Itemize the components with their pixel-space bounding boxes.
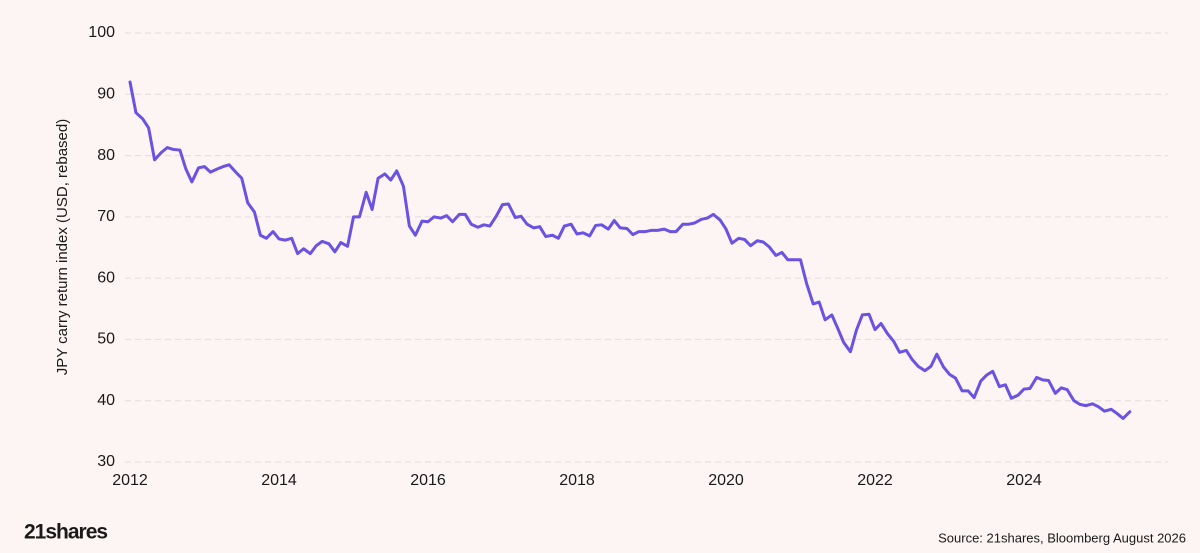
y-axis-label: JPY carry return index (USD, rebased) bbox=[54, 119, 71, 376]
x-tick-label: 2024 bbox=[1006, 472, 1042, 489]
x-tick-label: 2022 bbox=[857, 472, 893, 489]
y-tick-label: 50 bbox=[97, 331, 115, 348]
y-tick-label: 30 bbox=[97, 453, 115, 470]
brand-logo: 21shares bbox=[24, 521, 107, 544]
x-tick-label: 2020 bbox=[708, 472, 744, 489]
x-tick-label: 2016 bbox=[410, 472, 446, 489]
x-tick-label: 2014 bbox=[261, 472, 297, 489]
x-tick-label: 2012 bbox=[112, 472, 148, 489]
y-tick-label: 70 bbox=[97, 208, 115, 225]
y-tick-label: 100 bbox=[88, 24, 115, 41]
y-tick-label: 90 bbox=[97, 86, 115, 103]
y-tick-label: 60 bbox=[97, 269, 115, 286]
x-tick-label: 2018 bbox=[559, 472, 595, 489]
y-tick-label: 80 bbox=[97, 147, 115, 164]
data-line bbox=[128, 80, 1132, 420]
y-tick-label: 40 bbox=[97, 392, 115, 409]
source-note: Source: 21shares, Bloomberg August 2026 bbox=[938, 530, 1186, 545]
